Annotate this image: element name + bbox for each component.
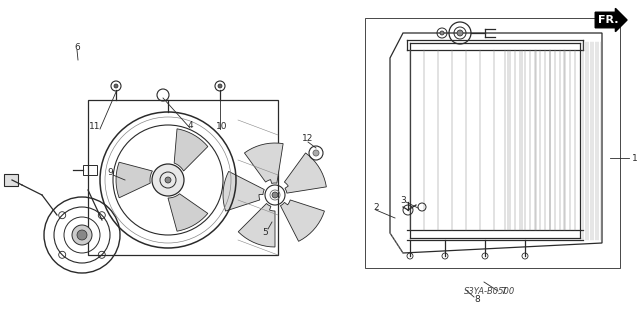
Polygon shape — [174, 129, 208, 171]
Circle shape — [114, 84, 118, 88]
Circle shape — [440, 31, 444, 35]
Text: S3YA-B0500: S3YA-B0500 — [465, 287, 516, 297]
Circle shape — [72, 225, 92, 245]
Text: 10: 10 — [216, 122, 228, 131]
Text: 5: 5 — [262, 228, 268, 236]
Text: 3: 3 — [400, 196, 406, 204]
Text: 9: 9 — [107, 167, 113, 177]
Bar — [83, 165, 97, 175]
Text: FR.: FR. — [598, 15, 618, 25]
Text: 2: 2 — [373, 203, 379, 212]
Circle shape — [313, 150, 319, 156]
Bar — [4, 174, 18, 186]
Polygon shape — [168, 194, 208, 231]
Text: 11: 11 — [89, 122, 100, 131]
Polygon shape — [280, 200, 324, 241]
Text: 8: 8 — [474, 295, 480, 305]
Polygon shape — [244, 143, 283, 183]
Circle shape — [457, 30, 463, 36]
Text: 6: 6 — [74, 43, 80, 52]
Polygon shape — [223, 172, 264, 211]
Text: 7: 7 — [500, 286, 506, 295]
Text: 1: 1 — [632, 154, 637, 163]
Text: 12: 12 — [302, 133, 314, 142]
Polygon shape — [284, 153, 326, 193]
Circle shape — [272, 192, 278, 198]
Polygon shape — [238, 204, 275, 247]
Circle shape — [152, 164, 184, 196]
Text: 4: 4 — [187, 121, 193, 130]
Circle shape — [218, 84, 222, 88]
Polygon shape — [116, 162, 152, 198]
Circle shape — [165, 177, 171, 183]
Circle shape — [77, 230, 87, 240]
